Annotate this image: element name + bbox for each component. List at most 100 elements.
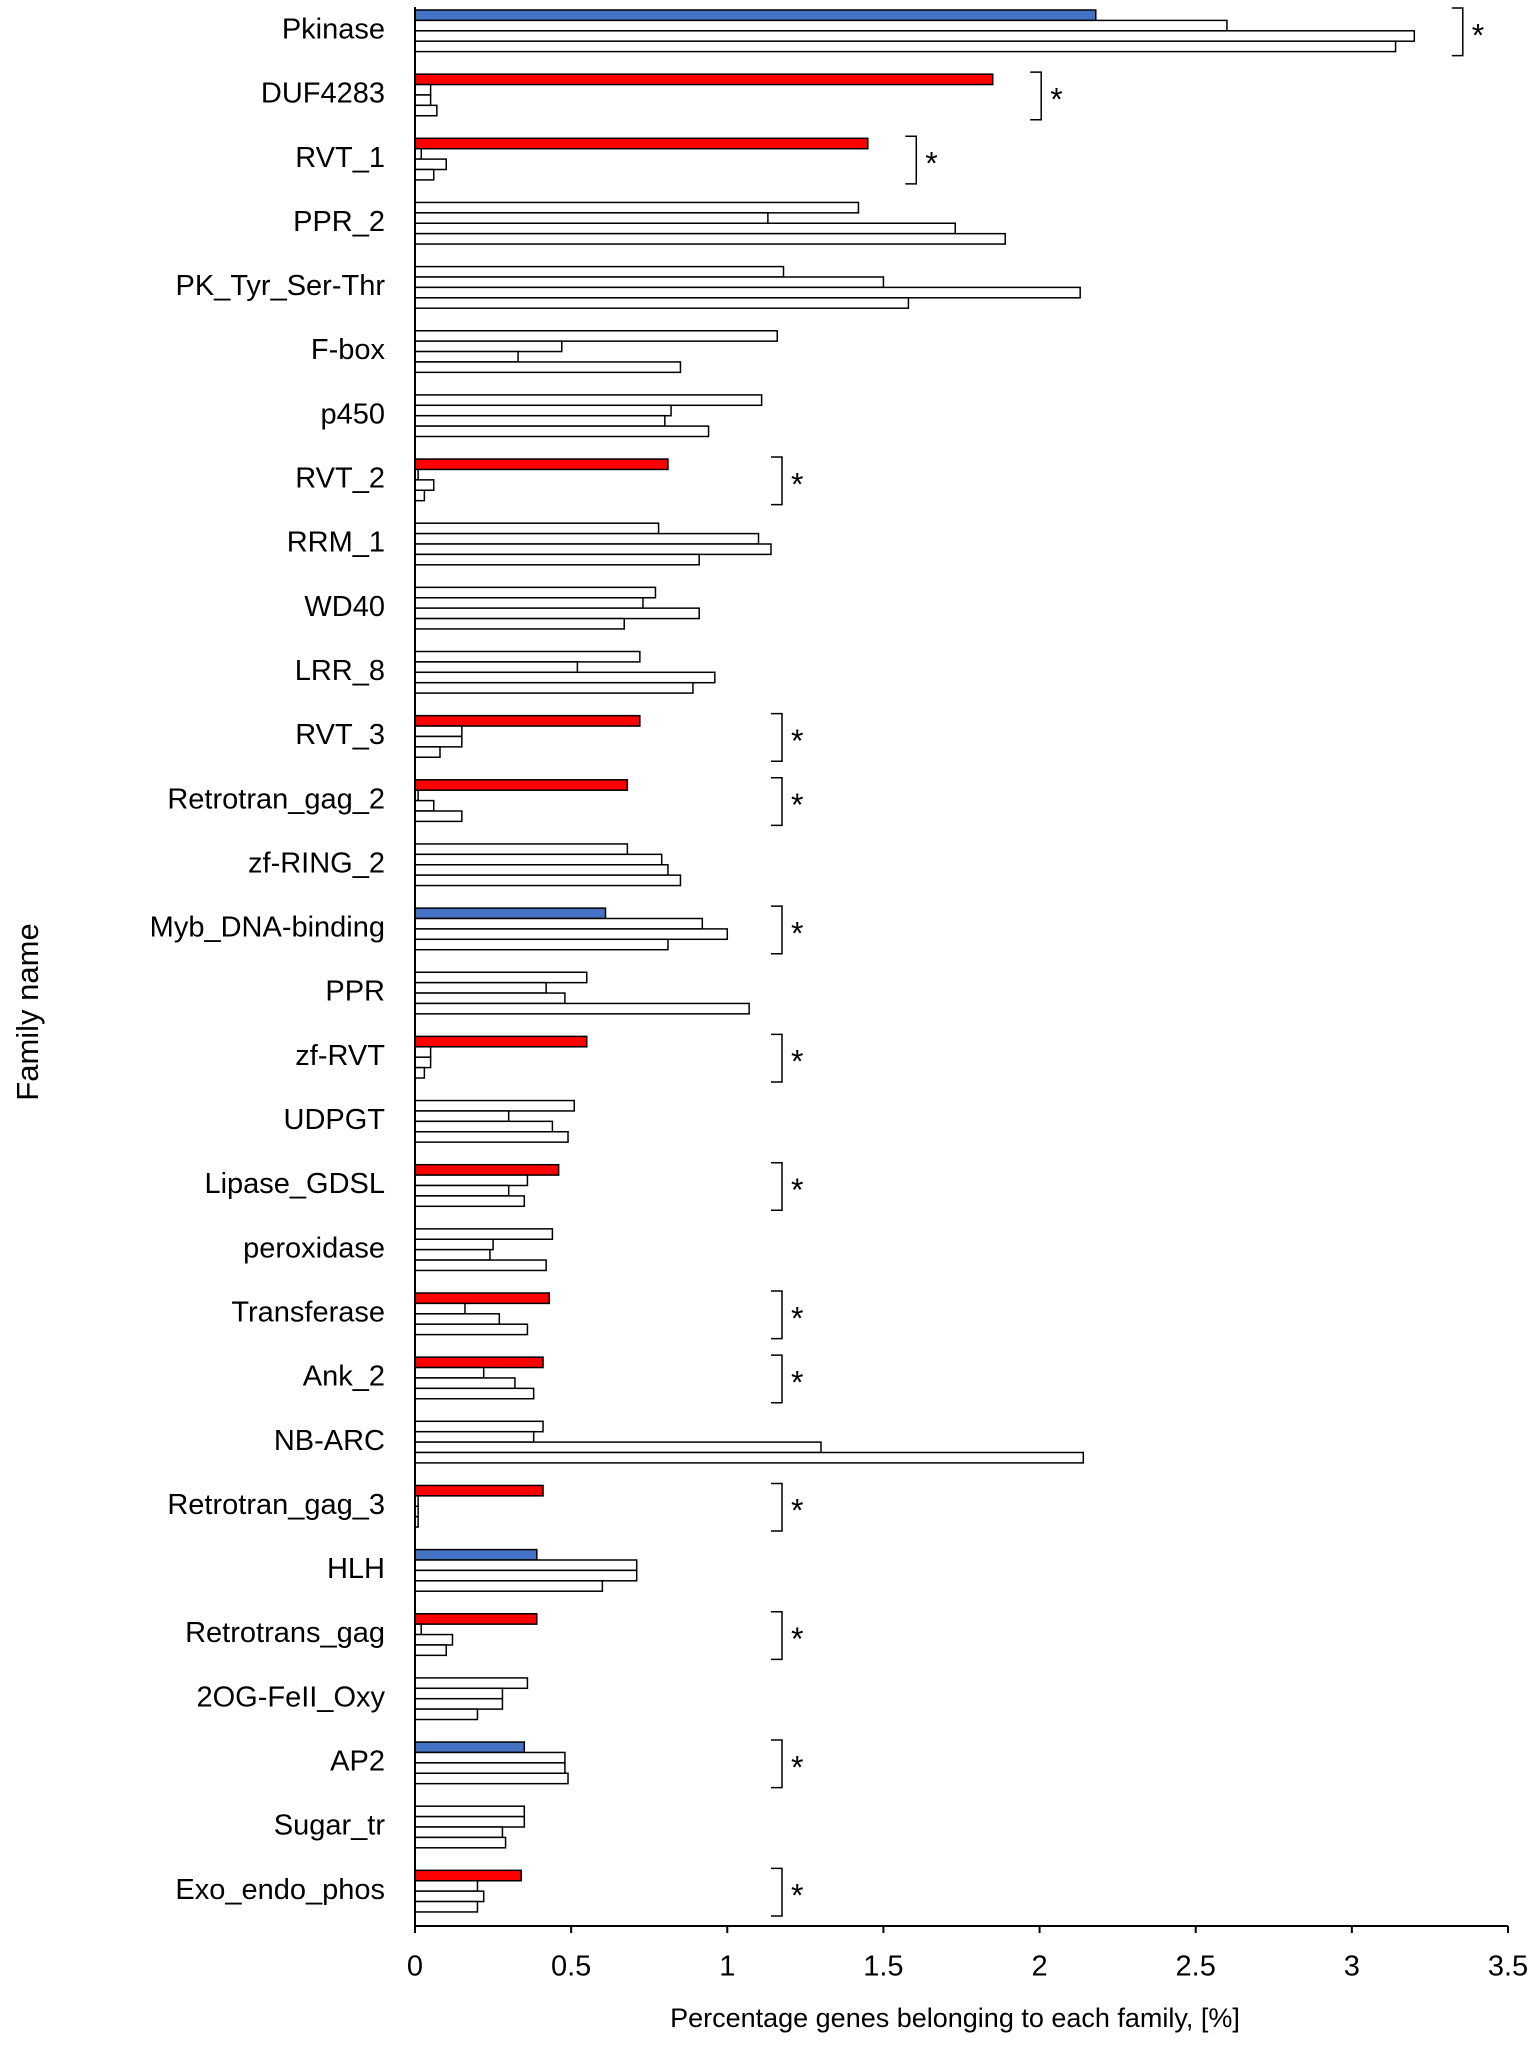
- bar: [414, 938, 669, 951]
- bar: [414, 1805, 526, 1818]
- category-label: Lipase_GDSL: [204, 1168, 385, 1200]
- bar: [414, 714, 641, 727]
- bar: [414, 201, 860, 214]
- bar: [414, 1387, 535, 1400]
- bar: [414, 864, 669, 876]
- bar: [414, 1110, 510, 1123]
- bar: [414, 414, 666, 427]
- bar: [414, 9, 1097, 22]
- bar: [414, 361, 682, 374]
- category-label: WD40: [304, 591, 385, 623]
- bar: [414, 799, 435, 812]
- significance-label: *: [791, 723, 803, 759]
- category-label: LRR_8: [295, 655, 385, 687]
- bar: [414, 1869, 522, 1882]
- bar: [414, 1035, 588, 1048]
- bar: [414, 843, 629, 856]
- bar: [414, 928, 729, 941]
- bar: [414, 1248, 491, 1261]
- bar: [414, 286, 1081, 299]
- category-label: Pkinase: [282, 13, 385, 45]
- bar: [414, 1880, 479, 1892]
- bar: [414, 425, 710, 438]
- category-label: RVT_3: [295, 719, 385, 751]
- bar: [414, 19, 1228, 32]
- bar: [414, 350, 519, 363]
- bar: [414, 532, 760, 545]
- bar: [414, 971, 588, 984]
- bar: [414, 265, 785, 278]
- bar: [414, 1441, 822, 1454]
- bar: [414, 1323, 529, 1336]
- bar: [414, 1356, 544, 1369]
- bar: [414, 297, 910, 309]
- bar: [414, 1633, 454, 1646]
- bar: [414, 981, 547, 994]
- significance-label: *: [791, 1364, 803, 1400]
- significance-label: *: [1472, 17, 1484, 53]
- category-label: DUF4283: [261, 78, 385, 110]
- category-label: PPR: [325, 976, 385, 1008]
- bar: [414, 1366, 485, 1379]
- bar: [414, 1548, 538, 1561]
- significance-bracket: [771, 1482, 783, 1532]
- category-label: F-box: [311, 334, 386, 366]
- bar: [414, 232, 1006, 245]
- bar: [414, 1687, 504, 1700]
- significance-bracket: [1030, 71, 1042, 121]
- x-tick-label: 2.5: [1176, 1951, 1216, 1983]
- bar: [414, 522, 660, 535]
- x-tick-label: 0.5: [551, 1951, 591, 1983]
- x-tick-label: 1.5: [863, 1951, 903, 1983]
- bar: [414, 1772, 569, 1785]
- bar: [414, 1259, 547, 1272]
- bar: [414, 1228, 554, 1240]
- category-label: 2OG-FeII_Oxy: [196, 1681, 385, 1713]
- bar: [414, 1697, 504, 1710]
- bar: [414, 40, 1397, 53]
- x-tick-label: 3.5: [1488, 1951, 1528, 1983]
- bar: [414, 1313, 501, 1325]
- bar: [414, 330, 779, 342]
- bar: [414, 1815, 526, 1828]
- significance-label: *: [925, 146, 937, 182]
- bar: [414, 810, 463, 823]
- bar: [414, 1002, 750, 1015]
- category-label: UDPGT: [284, 1104, 386, 1136]
- bar: [414, 853, 663, 866]
- significance-bracket: [771, 1739, 783, 1789]
- bar: [414, 992, 566, 1005]
- category-label: peroxidase: [243, 1232, 385, 1264]
- bar: [414, 1120, 554, 1133]
- significance-bracket: [905, 135, 918, 185]
- significance-bracket: [771, 1290, 783, 1340]
- bar: [414, 1762, 566, 1774]
- bar: [414, 168, 435, 181]
- bar: [414, 222, 957, 235]
- bar: [414, 404, 672, 417]
- bar: [414, 1420, 544, 1433]
- category-label: Myb_DNA-binding: [150, 912, 385, 944]
- bar: [414, 1046, 432, 1058]
- bar: [414, 907, 607, 920]
- bar: [414, 1741, 526, 1754]
- bar: [414, 586, 657, 599]
- bar: [414, 1826, 504, 1839]
- bar: [414, 1677, 529, 1690]
- significance-label: *: [791, 1878, 803, 1914]
- category-label: Ank_2: [303, 1361, 385, 1393]
- bar: [414, 725, 463, 738]
- bar: [414, 83, 432, 96]
- bar: [414, 1613, 538, 1625]
- x-tick-label: 2: [1032, 1951, 1048, 1983]
- category-label: zf-RING_2: [248, 847, 385, 879]
- bar: [414, 94, 432, 107]
- bar: [414, 1484, 544, 1497]
- bar: [414, 1302, 466, 1315]
- significance-label: *: [791, 1621, 803, 1657]
- significance-bracket: [1451, 7, 1464, 57]
- significance-bracket: [771, 456, 783, 506]
- significance-label: *: [791, 1749, 803, 1785]
- category-label: p450: [320, 398, 385, 430]
